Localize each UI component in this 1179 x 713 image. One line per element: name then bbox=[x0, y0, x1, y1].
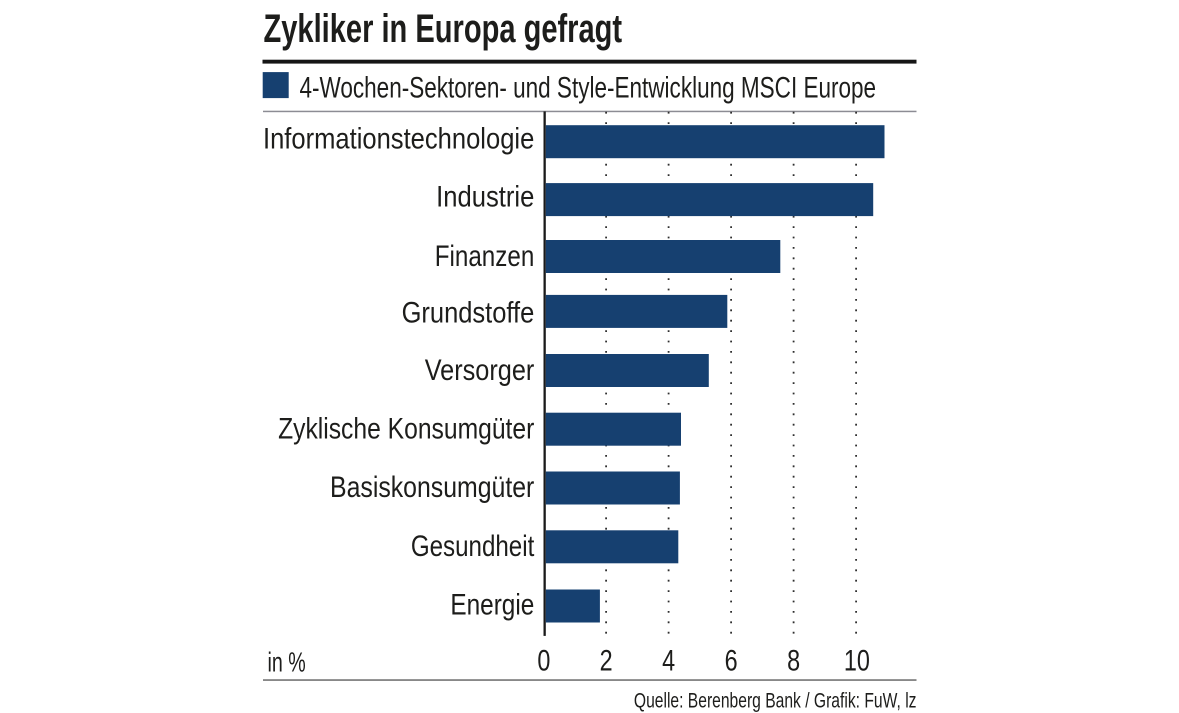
svg-text:Finanzen: Finanzen bbox=[435, 238, 535, 272]
svg-text:8: 8 bbox=[787, 644, 800, 677]
svg-text:Versorger: Versorger bbox=[425, 353, 535, 387]
svg-text:6: 6 bbox=[725, 644, 738, 677]
svg-text:4-Wochen-Sektoren- und Style-E: 4-Wochen-Sektoren- und Style-Entwicklung… bbox=[300, 71, 877, 105]
svg-text:0: 0 bbox=[537, 644, 550, 677]
svg-text:Basiskonsumgüter: Basiskonsumgüter bbox=[330, 470, 534, 504]
svg-text:Grundstoffe: Grundstoffe bbox=[402, 296, 535, 329]
svg-text:Zykliker in Europa gefragt: Zykliker in Europa gefragt bbox=[264, 7, 623, 52]
svg-text:Energie: Energie bbox=[450, 587, 534, 621]
svg-text:Industrie: Industrie bbox=[436, 180, 534, 213]
svg-text:Quelle: Berenberg Bank / Grafi: Quelle: Berenberg Bank / Grafik: FuW, lz bbox=[634, 688, 917, 712]
svg-text:10: 10 bbox=[844, 644, 870, 677]
svg-text:Zyklische Konsumgüter: Zyklische Konsumgüter bbox=[278, 411, 534, 445]
svg-text:2: 2 bbox=[600, 644, 613, 677]
svg-text:Informationstechnologie: Informationstechnologie bbox=[263, 122, 534, 155]
svg-text:in %: in % bbox=[268, 647, 306, 678]
svg-text:Gesundheit: Gesundheit bbox=[411, 528, 535, 562]
svg-text:4: 4 bbox=[662, 644, 675, 677]
